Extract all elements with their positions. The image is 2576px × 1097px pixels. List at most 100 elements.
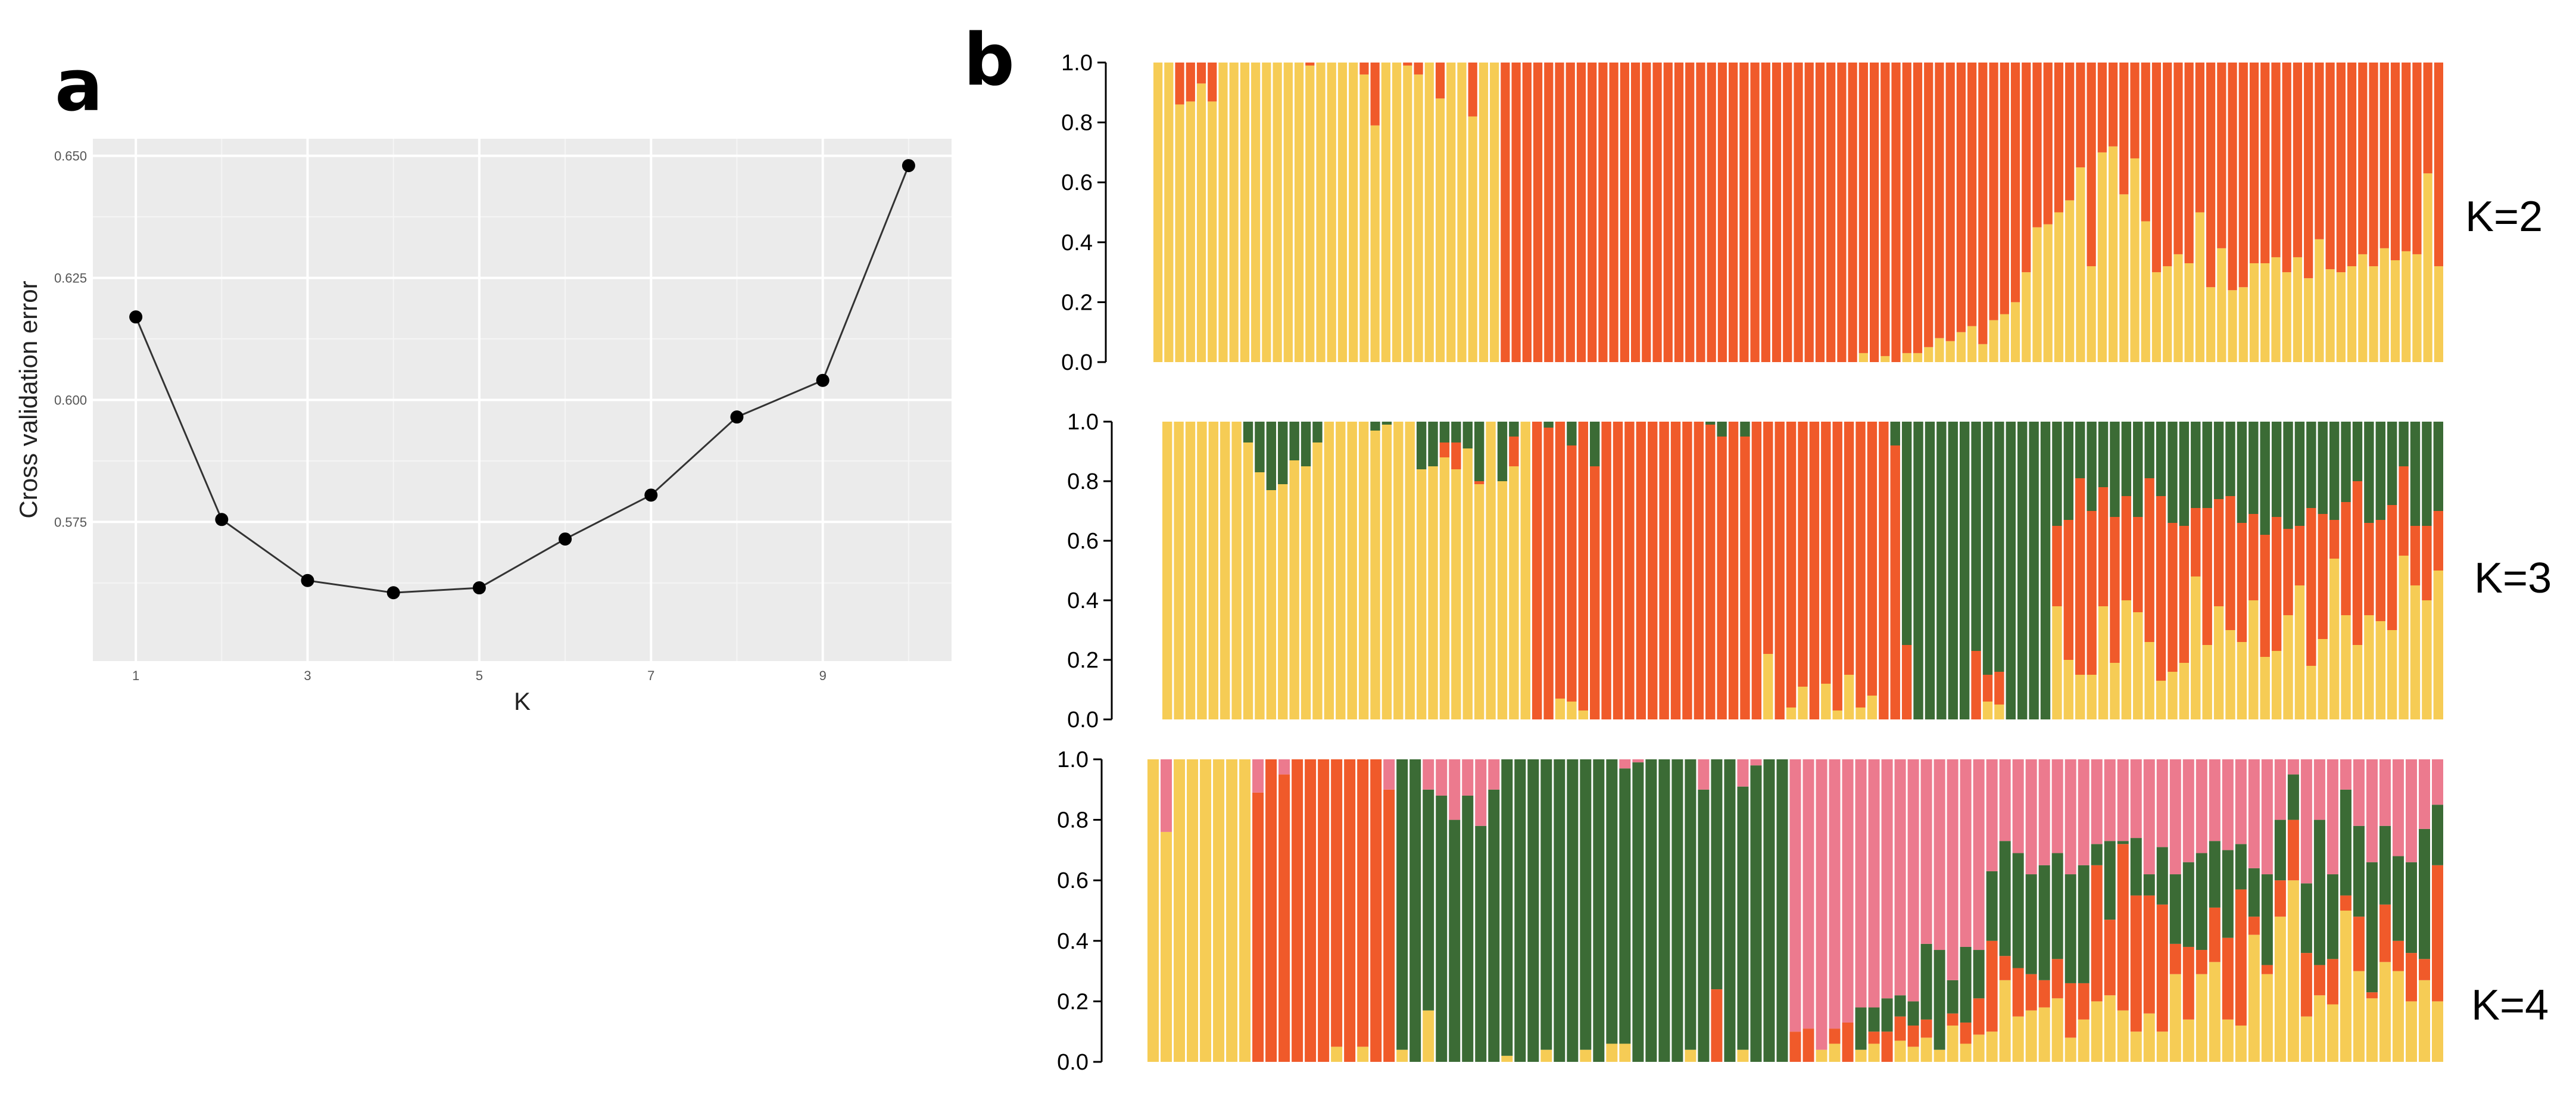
ancestry-bar-segment <box>2366 862 2378 993</box>
ancestry-bar-segment <box>1920 943 1932 1020</box>
ancestry-bar-segment <box>1588 63 1597 362</box>
ancestry-bar-segment <box>2369 63 2378 267</box>
ancestry-bar-segment <box>2326 959 2338 1005</box>
ancestry-bar-segment <box>2341 615 2351 719</box>
ancestry-bar-segment <box>2130 63 2140 158</box>
ancestry-bar-segment <box>1945 341 1955 362</box>
ancestry-bar-segment <box>1894 1040 1906 1062</box>
ancestry-bar-segment <box>1842 1022 1854 1062</box>
ancestry-bar-segment <box>2156 496 2166 681</box>
ancestry-bar-segment <box>2087 266 2096 362</box>
ancestry-bar-segment <box>2358 63 2368 254</box>
ancestry-bar-segment <box>2043 63 2053 225</box>
ancestry-bar-segment <box>1255 472 1265 719</box>
ancestry-bar-segment <box>2340 911 2352 1062</box>
ancestry-bar-segment <box>2306 508 2316 666</box>
ancestry-bar-segment <box>1994 672 2004 705</box>
ancestry-bar-segment <box>1868 759 1880 1008</box>
ancestry-bar-segment <box>1409 759 1421 1062</box>
ancestry-bar-segment <box>2222 850 2234 938</box>
ancestry-bar-segment <box>1619 768 1631 1044</box>
ancestry-bar-segment <box>1802 1029 1814 1062</box>
ancestry-bar-segment <box>2433 511 2443 571</box>
ancestry-bar-segment <box>1973 759 1985 950</box>
ancestry-bar-segment <box>1436 759 1448 796</box>
ancestry-bar-segment <box>1239 759 1251 1062</box>
ancestry-bar-segment <box>2418 759 2430 829</box>
ancestry-bar-segment <box>1331 1046 1343 1062</box>
ancestry-bar-segment <box>1740 437 1750 719</box>
ancestry-bar-segment <box>2364 523 2374 615</box>
ancestry-bar-segment <box>2261 759 2273 875</box>
ancestry-bar-segment <box>1383 759 1395 790</box>
data-point <box>129 310 143 324</box>
ancestry-bar-segment <box>2364 615 2374 719</box>
ancestry-bar-segment <box>1511 63 1521 362</box>
ancestry-bar-segment <box>1750 765 1762 1062</box>
ancestry-bar-segment <box>2078 983 2090 1020</box>
ancestry-bar-segment <box>1449 759 1461 820</box>
ancestry-bar-segment <box>1383 789 1395 1062</box>
ancestry-bar-segment <box>2110 517 2120 663</box>
ancestry-bar-segment <box>2248 759 2260 868</box>
ancestry-bar-segment <box>2110 422 2120 517</box>
y-tick-label: 0.0 <box>1067 708 1099 733</box>
ancestry-bar-segment <box>2287 759 2299 775</box>
ancestry-bar-segment <box>1174 759 1186 1062</box>
ancestry-bar-segment <box>1428 422 1438 466</box>
ancestry-bar-segment <box>2029 422 2039 719</box>
ancestry-bar-segment <box>2260 63 2270 264</box>
ancestry-bar-segment <box>1920 1019 1932 1038</box>
ancestry-bar-segment <box>2238 287 2248 362</box>
ancestry-bar-segment <box>2387 422 2397 505</box>
ancestry-bar-segment <box>1751 422 1762 719</box>
ancestry-bar-segment <box>2304 63 2313 279</box>
ancestry-bar-segment <box>2130 1031 2142 1062</box>
ancestry-bar-segment <box>1789 759 1801 1032</box>
ancestry-bar-segment <box>1208 422 1219 719</box>
ancestry-bar-segment <box>1392 63 1402 362</box>
ancestry-bar-segment <box>1960 946 1972 1023</box>
ancestry-bar-segment <box>1462 759 1474 796</box>
ancestry-bar-segment <box>2169 943 2181 974</box>
ancestry-bar-segment <box>1837 63 1847 362</box>
ancestry-bar-segment <box>2179 526 2190 663</box>
ancestry-bar-segment <box>1532 422 1542 719</box>
ancestry-bar-segment <box>1832 710 1842 719</box>
ancestry-bar-segment <box>2144 422 2154 478</box>
ancestry-bar-segment <box>1423 789 1434 1011</box>
ancestry-bar-segment <box>2141 63 2150 222</box>
ancestry-bar-segment <box>2010 63 2020 303</box>
ancestry-bar-segment <box>2025 874 2037 974</box>
y-tick-label: 0.0 <box>1061 350 1093 375</box>
ancestry-bar-segment <box>2379 962 2391 1062</box>
ancestry-bar-segment <box>1252 792 1264 1062</box>
ancestry-bar-segment <box>2369 266 2378 362</box>
ancestry-bar-segment <box>1842 759 1854 1023</box>
ancestry-bar-segment <box>2006 422 2016 719</box>
ancestry-bar-segment <box>2329 422 2340 520</box>
y-tick-label: 0.8 <box>1067 469 1099 494</box>
ancestry-bar-segment <box>1750 63 1760 362</box>
ancestry-bar-segment <box>2375 520 2385 621</box>
ancestry-bar-segment <box>2076 63 2085 168</box>
ancestry-bar-segment <box>1868 1007 1880 1032</box>
ancestry-bar-segment <box>1935 338 1944 362</box>
ancestry-bar-segment <box>1370 422 1380 431</box>
ancestry-bar-segment <box>1894 995 1906 1017</box>
ancestry-bar-segment <box>1186 63 1195 102</box>
ancestry-bar-segment <box>1318 759 1330 1062</box>
ancestry-bar-segment <box>1674 63 1684 362</box>
ancestry-bar-segment <box>1642 63 1651 362</box>
ancestry-bar-segment <box>1821 422 1831 684</box>
y-tick-label: 0.6 <box>1061 170 1093 195</box>
ancestry-bar-segment <box>1698 759 1710 790</box>
data-point <box>730 410 744 424</box>
ancestry-bar-segment <box>1933 950 1945 1050</box>
ancestry-bar-segment <box>1357 759 1369 1047</box>
ancestry-bar-segment <box>2260 263 2270 362</box>
ancestry-bar-segment <box>2075 478 2085 675</box>
ancestry-bar-segment <box>2352 645 2363 719</box>
ancestry-bar-segment <box>1590 466 1600 719</box>
y-tick-label: 1.0 <box>1057 747 1089 772</box>
